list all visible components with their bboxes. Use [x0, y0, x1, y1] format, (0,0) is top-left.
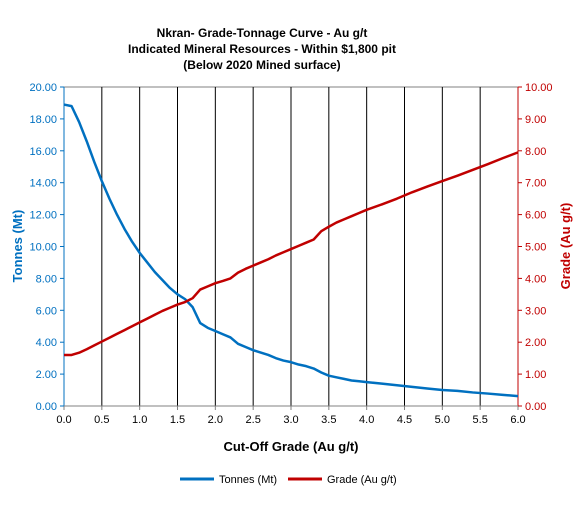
x-tick-label-6: 3.0	[283, 414, 298, 426]
right-tick-label-5: 5.00	[525, 242, 546, 254]
left-tick-label-5: 10.00	[29, 242, 57, 254]
x-tick-label-1: 0.5	[94, 414, 109, 426]
x-tick-label-4: 2.0	[208, 414, 223, 426]
left-tick-label-2: 4.00	[36, 337, 57, 349]
right-tick-label-0: 0.00	[525, 401, 546, 413]
left-tick-label-10: 20.00	[29, 82, 57, 94]
legend-label-grade: Grade (Au g/t)	[327, 474, 397, 486]
x-tick-label-3: 1.5	[170, 414, 185, 426]
right-tick-label-6: 6.00	[525, 210, 546, 222]
legend-label-tonnes: Tonnes (Mt)	[219, 474, 277, 486]
left-axis-title: Tonnes (Mt)	[10, 210, 25, 283]
chart-title-line-1: Nkran- Grade-Tonnage Curve - Au g/t	[157, 26, 368, 40]
left-tick-label-3: 6.00	[36, 305, 57, 317]
left-tick-label-0: 0.00	[36, 401, 57, 413]
left-tick-label-4: 8.00	[36, 273, 57, 285]
x-tick-label-11: 5.5	[473, 414, 488, 426]
left-tick-label-9: 18.00	[29, 114, 57, 126]
vertical-gridlines	[101, 87, 481, 406]
series-lines	[63, 103, 519, 398]
chart-title-line-2: Indicated Mineral Resources - Within $1,…	[128, 42, 396, 56]
right-axis-ticks: 0.00 1.00 2.00 3.00 4.00 5.00 6.00 7.00 8.00 9.00…	[518, 82, 553, 413]
x-tick-label-10: 5.0	[435, 414, 450, 426]
x-tick-label-2: 1.0	[132, 414, 147, 426]
right-tick-label-7: 7.00	[525, 178, 546, 190]
x-tick-label-5: 2.5	[246, 414, 261, 426]
right-tick-label-10: 10.00	[525, 82, 553, 94]
x-tick-label-0: 0.0	[56, 414, 71, 426]
left-tick-label-1: 2.00	[36, 369, 57, 381]
right-axis-title: Grade (Au g/t)	[558, 203, 573, 290]
x-tick-label-8: 4.0	[359, 414, 374, 426]
left-tick-label-8: 16.00	[29, 146, 57, 158]
right-tick-label-8: 8.00	[525, 146, 546, 158]
x-tick-label-7: 3.5	[321, 414, 336, 426]
x-axis-ticks: 0.0 0.5 1.0 1.5 2.0 2.5 3.0 3.5 4.0 4.5 5.0 5.5 6.0	[56, 406, 526, 426]
chart-title-line-3: (Below 2020 Mined surface)	[183, 58, 340, 72]
left-tick-label-7: 14.00	[29, 178, 57, 190]
chart-title: Nkran- Grade-Tonnage Curve - Au g/t Indi…	[128, 26, 396, 72]
right-tick-label-3: 3.00	[525, 305, 546, 317]
right-tick-label-4: 4.00	[525, 273, 546, 285]
series-line-tonnes	[63, 103, 519, 398]
right-tick-label-1: 1.00	[525, 369, 546, 381]
x-tick-label-12: 6.0	[510, 414, 525, 426]
chart-legend: Tonnes (Mt) Grade (Au g/t)	[180, 474, 397, 486]
right-tick-label-9: 9.00	[525, 114, 546, 126]
x-axis-title: Cut-Off Grade (Au g/t)	[223, 439, 358, 454]
x-tick-label-9: 4.5	[397, 414, 412, 426]
left-axis-ticks: 0.00 2.00 4.00 6.00 8.00 10.00 12.00 14.00 16.00…	[29, 82, 64, 413]
right-tick-label-2: 2.00	[525, 337, 546, 349]
left-tick-label-6: 12.00	[29, 210, 57, 222]
series-line-grade	[64, 151, 519, 357]
